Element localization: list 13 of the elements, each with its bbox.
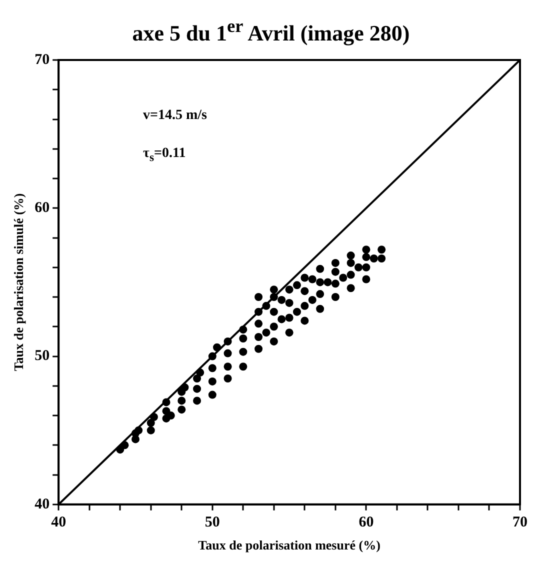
x-tick-label: 50 (204, 514, 220, 530)
x-axis-title: Taux de polarisation mesuré (%) (198, 538, 380, 553)
y-tick-label: 50 (34, 348, 50, 364)
y-tick-label: 40 (34, 496, 50, 512)
x-tick-label: 60 (358, 514, 374, 530)
chart-title: axe 5 du 1$^{er}$ Avril (image 280) (131, 15, 411, 48)
y-axis-title: Taux de polarisation simulé (%) (11, 193, 26, 372)
x-tick-label: 70 (512, 514, 528, 530)
annotation: v=14.5 m/s (143, 108, 207, 124)
x-tick-label: 40 (51, 514, 66, 530)
annotation: τ$_{s}$=0.11 (143, 146, 186, 164)
y-tick-label: 70 (34, 52, 50, 68)
y-tick-label: 60 (34, 200, 50, 216)
